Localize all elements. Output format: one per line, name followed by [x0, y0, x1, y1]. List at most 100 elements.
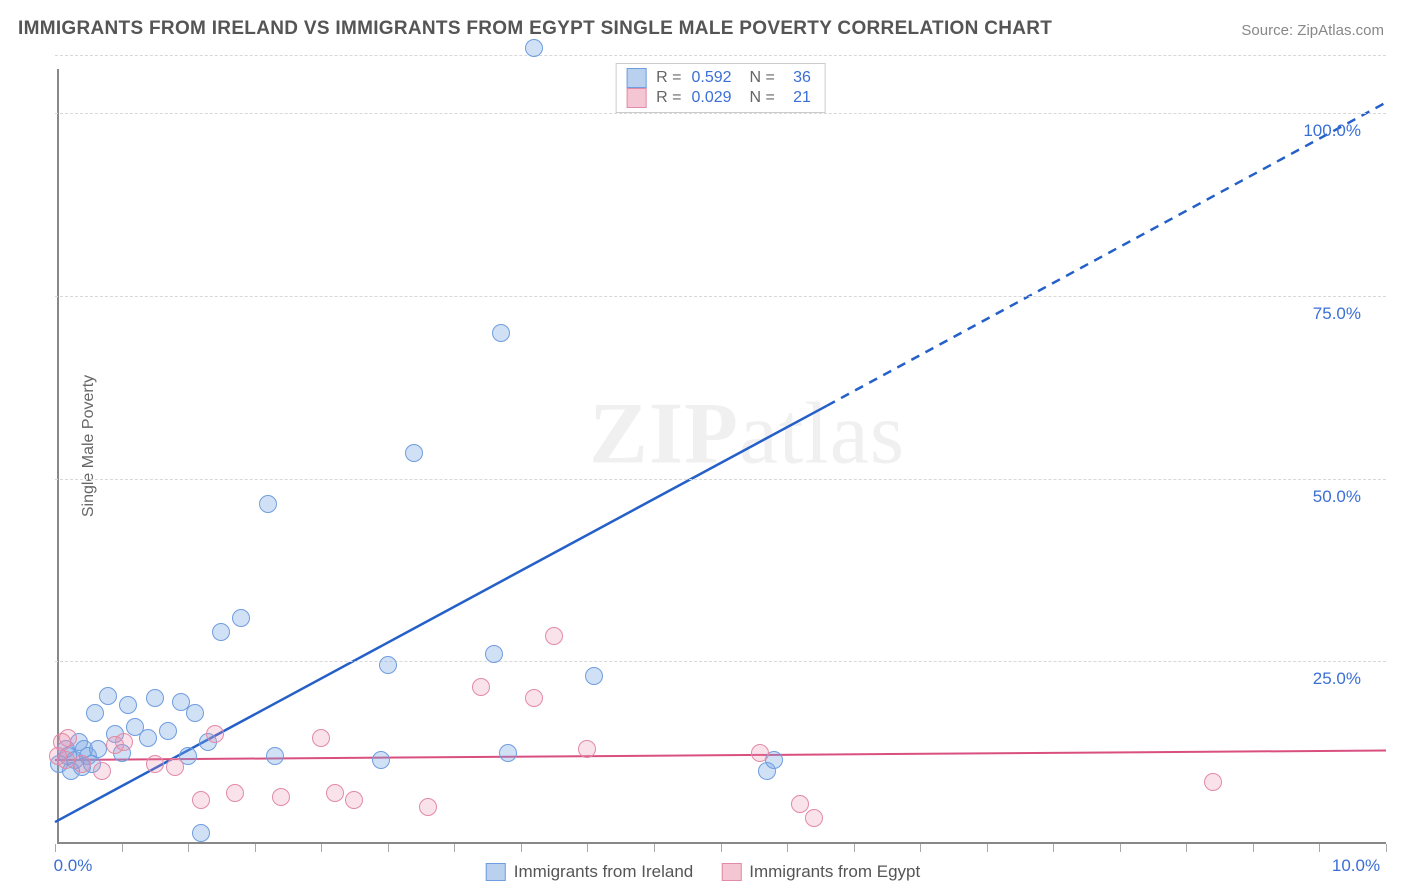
- x-tick: [721, 844, 722, 852]
- data-point: [1204, 773, 1222, 791]
- data-point: [57, 751, 75, 769]
- data-point: [192, 791, 210, 809]
- data-point: [226, 784, 244, 802]
- data-point: [115, 733, 133, 751]
- legend-row: R = 0.029 N = 21: [626, 88, 811, 108]
- legend-swatch: [486, 863, 506, 881]
- legend-n-value: 36: [785, 69, 811, 87]
- data-point: [89, 740, 107, 758]
- x-tick: [1386, 844, 1387, 852]
- data-point: [212, 623, 230, 641]
- data-point: [146, 689, 164, 707]
- gridline: [55, 661, 1386, 662]
- x-tick: [920, 844, 921, 852]
- series-legend-item: Immigrants from Egypt: [721, 862, 920, 882]
- data-point: [266, 747, 284, 765]
- data-point: [139, 729, 157, 747]
- data-point: [192, 824, 210, 842]
- y-tick-label: 50.0%: [1313, 487, 1361, 507]
- x-tick: [654, 844, 655, 852]
- data-point: [272, 788, 290, 806]
- legend-n-label: N =: [750, 89, 775, 107]
- data-point: [159, 722, 177, 740]
- x-tick: [388, 844, 389, 852]
- data-point: [186, 704, 204, 722]
- legend-swatch: [626, 68, 646, 88]
- trend-line-dashed: [827, 102, 1386, 405]
- data-point: [59, 729, 77, 747]
- x-tick: [1120, 844, 1121, 852]
- series-legend-label: Immigrants from Ireland: [514, 862, 694, 882]
- y-tick-label: 25.0%: [1313, 669, 1361, 689]
- chart-title: IMMIGRANTS FROM IRELAND VS IMMIGRANTS FR…: [18, 18, 1052, 40]
- correlation-legend: R = 0.592 N = 36R = 0.029 N = 21: [615, 63, 826, 113]
- x-tick: [188, 844, 189, 852]
- series-legend: Immigrants from Ireland Immigrants from E…: [486, 862, 921, 882]
- chart-container: IMMIGRANTS FROM IRELAND VS IMMIGRANTS FR…: [0, 0, 1406, 892]
- data-point: [578, 740, 596, 758]
- x-tick: [521, 844, 522, 852]
- x-tick: [587, 844, 588, 852]
- x-tick: [1253, 844, 1254, 852]
- legend-n-value: 21: [785, 89, 811, 107]
- data-point: [525, 689, 543, 707]
- x-tick: [255, 844, 256, 852]
- gridline: [55, 479, 1386, 480]
- data-point: [751, 744, 769, 762]
- data-point: [73, 755, 91, 773]
- source-link[interactable]: ZipAtlas.com: [1297, 22, 1384, 39]
- data-point: [492, 324, 510, 342]
- data-point: [326, 784, 344, 802]
- gridline: [55, 113, 1386, 114]
- x-tick: [122, 844, 123, 852]
- data-point: [119, 696, 137, 714]
- data-point: [372, 751, 390, 769]
- legend-row: R =0.592N =36: [626, 68, 811, 88]
- data-point: [485, 645, 503, 663]
- legend-r-label: R =: [656, 89, 681, 107]
- x-tick: [1319, 844, 1320, 852]
- data-point: [805, 809, 823, 827]
- source-label: Source:: [1241, 22, 1297, 39]
- data-point: [545, 627, 563, 645]
- data-point: [345, 791, 363, 809]
- x-tick: [1053, 844, 1054, 852]
- trend-line: [55, 750, 1386, 759]
- x-tick: [55, 844, 56, 852]
- data-point: [405, 444, 423, 462]
- trend-lines-layer: [55, 55, 1386, 844]
- legend-r-value: 0.029: [691, 89, 731, 107]
- x-tick-label: 10.0%: [1332, 856, 1380, 876]
- legend-n-label: N =: [750, 69, 775, 87]
- data-point: [472, 678, 490, 696]
- legend-r-value: 0.592: [691, 69, 731, 87]
- source-attribution: Source: ZipAtlas.com: [1241, 22, 1384, 39]
- series-legend-item: Immigrants from Ireland: [486, 862, 694, 882]
- data-point: [525, 39, 543, 57]
- gridline: [55, 296, 1386, 297]
- gridline: [55, 55, 1386, 56]
- data-point: [206, 725, 224, 743]
- y-tick-label: 100.0%: [1303, 121, 1361, 141]
- plot-area: ZIPatlas R = 0.592 N = 36R = 0.029 N = 21 25.0…: [55, 55, 1386, 844]
- series-legend-label: Immigrants from Egypt: [749, 862, 920, 882]
- x-tick: [787, 844, 788, 852]
- legend-swatch: [721, 863, 741, 881]
- data-point: [379, 656, 397, 674]
- data-point: [419, 798, 437, 816]
- data-point: [312, 729, 330, 747]
- x-tick-label: 0.0%: [54, 856, 93, 876]
- x-tick: [454, 844, 455, 852]
- x-tick: [987, 844, 988, 852]
- data-point: [93, 762, 111, 780]
- x-tick: [854, 844, 855, 852]
- data-point: [232, 609, 250, 627]
- watermark: ZIPatlas: [589, 383, 905, 484]
- data-point: [791, 795, 809, 813]
- data-point: [166, 758, 184, 776]
- data-point: [585, 667, 603, 685]
- x-tick: [1186, 844, 1187, 852]
- y-axis-line: [57, 69, 59, 844]
- legend-swatch: [626, 88, 646, 108]
- y-tick-label: 75.0%: [1313, 304, 1361, 324]
